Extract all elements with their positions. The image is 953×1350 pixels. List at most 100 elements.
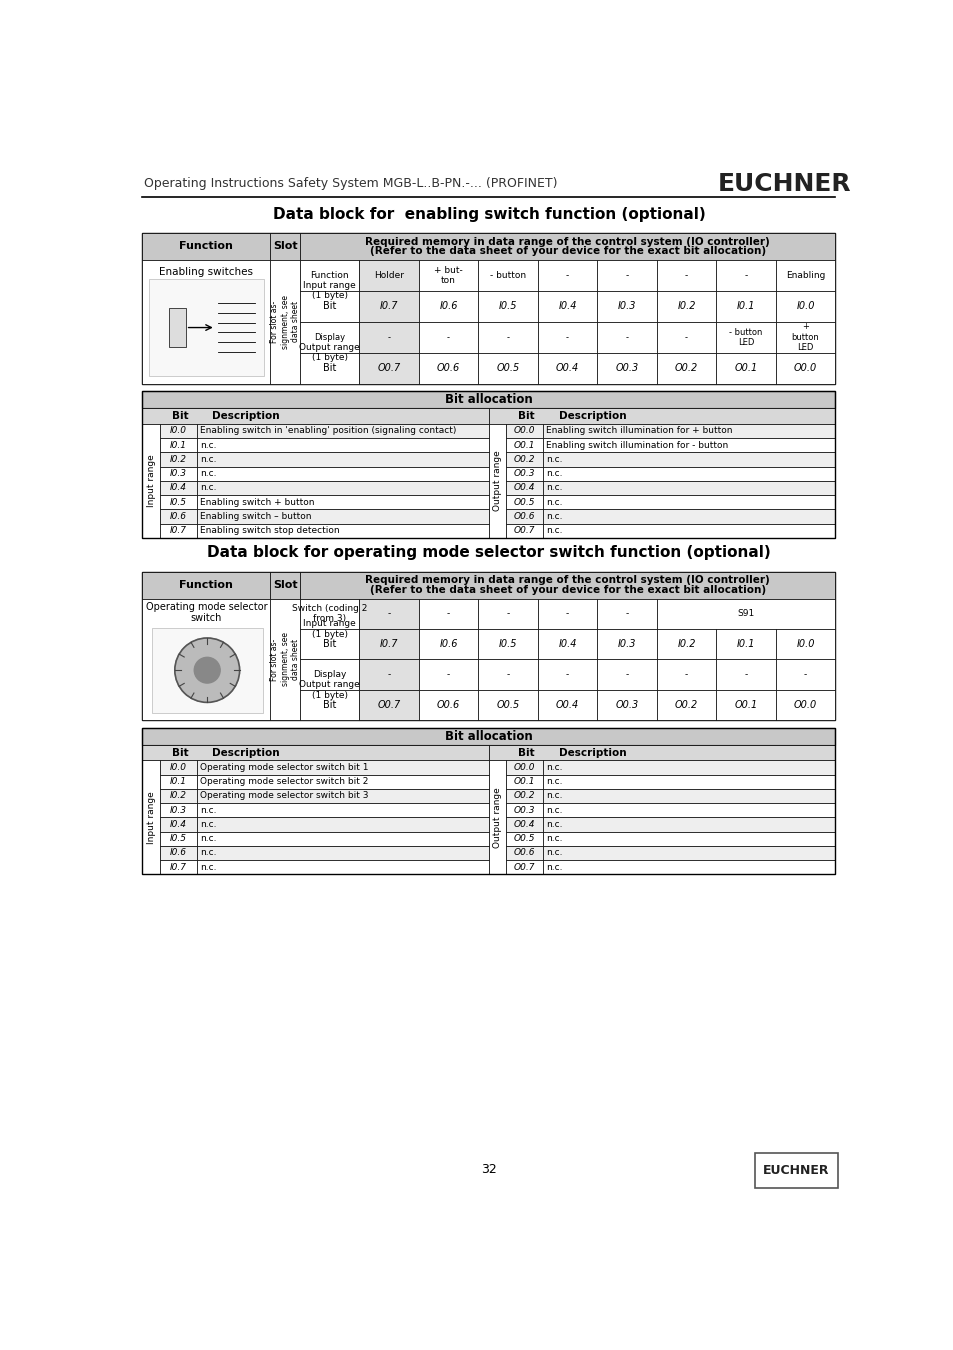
Text: Bit: Bit xyxy=(172,412,189,421)
Bar xyxy=(152,628,262,713)
Bar xyxy=(149,279,264,377)
Text: n.c.: n.c. xyxy=(546,806,562,814)
Bar xyxy=(299,321,359,352)
Text: -: - xyxy=(684,332,687,342)
Bar xyxy=(196,424,488,437)
Text: I0.1: I0.1 xyxy=(170,778,187,786)
Bar xyxy=(196,760,488,775)
Text: For slot as-
signment, see
data sheet: For slot as- signment, see data sheet xyxy=(270,632,299,686)
Text: -: - xyxy=(565,609,569,618)
Text: - button: - button xyxy=(490,271,526,279)
Text: n.c.: n.c. xyxy=(546,834,562,844)
Text: -: - xyxy=(447,332,450,342)
Bar xyxy=(196,467,488,481)
Bar xyxy=(505,481,542,495)
Bar xyxy=(196,452,488,467)
Text: Input range: Input range xyxy=(147,791,155,844)
Text: I0.7: I0.7 xyxy=(170,526,187,535)
Bar xyxy=(657,690,716,721)
Text: n.c.: n.c. xyxy=(199,834,216,844)
Text: n.c.: n.c. xyxy=(546,526,562,535)
Text: n.c.: n.c. xyxy=(199,863,216,872)
Text: O0.0: O0.0 xyxy=(793,701,817,710)
Bar xyxy=(299,259,359,321)
Bar xyxy=(418,352,477,383)
Text: O0.2: O0.2 xyxy=(675,701,698,710)
Bar xyxy=(505,424,542,437)
Bar xyxy=(299,690,359,721)
Text: -: - xyxy=(447,670,450,679)
Text: Operating Instructions Safety System MGB-L..B-PN.-... (PROFINET): Operating Instructions Safety System MGB… xyxy=(144,177,557,190)
Text: -: - xyxy=(625,609,628,618)
Bar xyxy=(196,860,488,875)
Bar xyxy=(716,659,775,690)
Text: -: - xyxy=(447,609,450,618)
Bar xyxy=(597,352,657,383)
Text: Input range
(1 byte): Input range (1 byte) xyxy=(303,281,355,301)
Bar xyxy=(159,832,196,845)
Text: O0.1: O0.1 xyxy=(734,701,757,710)
Bar xyxy=(657,321,716,352)
Text: Output range: Output range xyxy=(493,451,501,512)
Bar xyxy=(542,481,835,495)
Text: I0.0: I0.0 xyxy=(170,427,187,436)
Bar xyxy=(477,259,537,290)
Text: Enabling switch stop detection: Enabling switch stop detection xyxy=(199,526,339,535)
Text: n.c.: n.c. xyxy=(546,791,562,801)
Bar xyxy=(597,659,657,690)
Text: Enabling switch + button: Enabling switch + button xyxy=(199,498,314,506)
Bar xyxy=(418,629,477,659)
Text: Bit allocation: Bit allocation xyxy=(445,393,532,406)
Text: -: - xyxy=(387,332,390,342)
Bar xyxy=(299,571,835,598)
Bar xyxy=(418,690,477,721)
Bar xyxy=(359,598,418,629)
Text: I0.2: I0.2 xyxy=(677,301,695,312)
Bar xyxy=(775,352,835,383)
Bar xyxy=(359,659,418,690)
Bar xyxy=(359,321,418,352)
Text: n.c.: n.c. xyxy=(199,470,216,478)
Text: S91: S91 xyxy=(737,609,754,618)
Bar xyxy=(299,290,359,321)
Bar xyxy=(537,352,597,383)
Text: O0.6: O0.6 xyxy=(436,363,459,373)
Text: Bit: Bit xyxy=(322,301,335,312)
Text: Function: Function xyxy=(179,580,233,590)
Text: O0.5: O0.5 xyxy=(514,498,535,506)
Bar xyxy=(418,321,477,352)
Text: Enabling switches: Enabling switches xyxy=(159,267,253,277)
Bar xyxy=(716,629,775,659)
Bar xyxy=(505,845,542,860)
Bar xyxy=(505,788,542,803)
Bar xyxy=(505,860,542,875)
Text: I0.6: I0.6 xyxy=(170,848,187,857)
Text: O0.3: O0.3 xyxy=(514,470,535,478)
Bar xyxy=(505,509,542,524)
Text: Slot: Slot xyxy=(273,242,297,251)
Text: 32: 32 xyxy=(480,1162,497,1176)
Text: I0.5: I0.5 xyxy=(498,301,517,312)
Text: Holder: Holder xyxy=(374,271,404,279)
Text: O0.1: O0.1 xyxy=(734,363,757,373)
Bar xyxy=(299,259,359,290)
Bar xyxy=(754,1153,838,1188)
Text: Display: Display xyxy=(313,670,346,679)
Text: I0.5: I0.5 xyxy=(170,498,187,506)
Text: I0.5: I0.5 xyxy=(498,639,517,649)
Bar xyxy=(196,788,488,803)
Text: O0.1: O0.1 xyxy=(514,778,535,786)
Text: -: - xyxy=(625,670,628,679)
Text: Display: Display xyxy=(314,332,345,342)
Text: -: - xyxy=(743,670,747,679)
Bar xyxy=(542,832,835,845)
Bar xyxy=(299,659,359,690)
Bar xyxy=(505,452,542,467)
Bar xyxy=(159,788,196,803)
Bar xyxy=(477,659,537,690)
Text: + but-
ton: + but- ton xyxy=(434,266,462,285)
Bar xyxy=(657,659,716,690)
Text: -: - xyxy=(565,670,569,679)
Bar xyxy=(142,409,488,424)
Bar xyxy=(597,598,657,629)
